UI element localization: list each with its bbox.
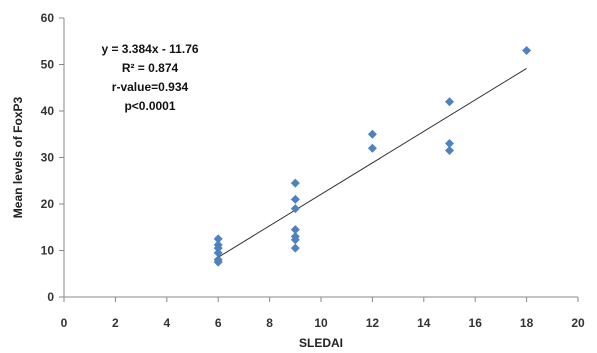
trendline xyxy=(217,68,527,258)
x-axis-title: SLEDAI xyxy=(299,336,343,350)
x-tick-label: 2 xyxy=(112,316,119,330)
x-tick-label: 12 xyxy=(366,316,380,330)
axes xyxy=(63,18,578,298)
data-points xyxy=(213,46,532,267)
regression-stats: y = 3.384x - 11.76 R² = 0.874 r-value=0.93… xyxy=(101,42,198,113)
x-tick-label: 20 xyxy=(571,316,585,330)
x-tick-label: 0 xyxy=(61,316,68,330)
x-tick-label: 10 xyxy=(314,316,328,330)
data-point xyxy=(290,235,300,245)
y-tick-label: 0 xyxy=(47,290,54,304)
data-point xyxy=(290,194,300,204)
data-point xyxy=(290,243,300,253)
data-point xyxy=(213,234,223,244)
x-tick-label: 8 xyxy=(266,316,273,330)
regression-stat-line: p<0.0001 xyxy=(124,99,175,113)
y-tick-label: 20 xyxy=(41,197,55,211)
data-point xyxy=(445,146,454,156)
data-point xyxy=(445,139,454,149)
y-tick-label: 10 xyxy=(41,244,55,258)
regression-stat-line: R² = 0.874 xyxy=(122,61,179,75)
y-axis-ticks: 0 10 20 30 40 50 60 xyxy=(41,11,64,304)
data-point xyxy=(445,97,454,107)
y-tick-label: 50 xyxy=(41,58,55,72)
x-axis-ticks: 0 2 4 6 8 10 12 14 16 18 20 xyxy=(61,297,585,330)
data-point xyxy=(290,204,300,214)
data-point xyxy=(367,143,377,153)
y-tick-label: 60 xyxy=(41,11,55,25)
x-tick-label: 18 xyxy=(520,316,534,330)
data-point xyxy=(213,257,223,267)
y-axis-title: Mean levels of FoxP3 xyxy=(11,96,25,218)
regression-stat-line: y = 3.384x - 11.76 xyxy=(101,42,198,56)
data-point xyxy=(213,243,223,253)
data-point xyxy=(290,178,300,188)
x-tick-label: 14 xyxy=(417,316,431,330)
data-point xyxy=(213,248,223,258)
data-point xyxy=(290,225,300,235)
y-tick-label: 30 xyxy=(41,151,55,165)
data-point xyxy=(522,46,532,56)
y-tick-label: 40 xyxy=(41,104,55,118)
regression-stat-line: r-value=0.934 xyxy=(112,80,189,94)
x-tick-label: 4 xyxy=(163,316,170,330)
data-point xyxy=(367,129,377,139)
x-tick-label: 16 xyxy=(469,316,483,330)
x-tick-label: 6 xyxy=(215,316,222,330)
